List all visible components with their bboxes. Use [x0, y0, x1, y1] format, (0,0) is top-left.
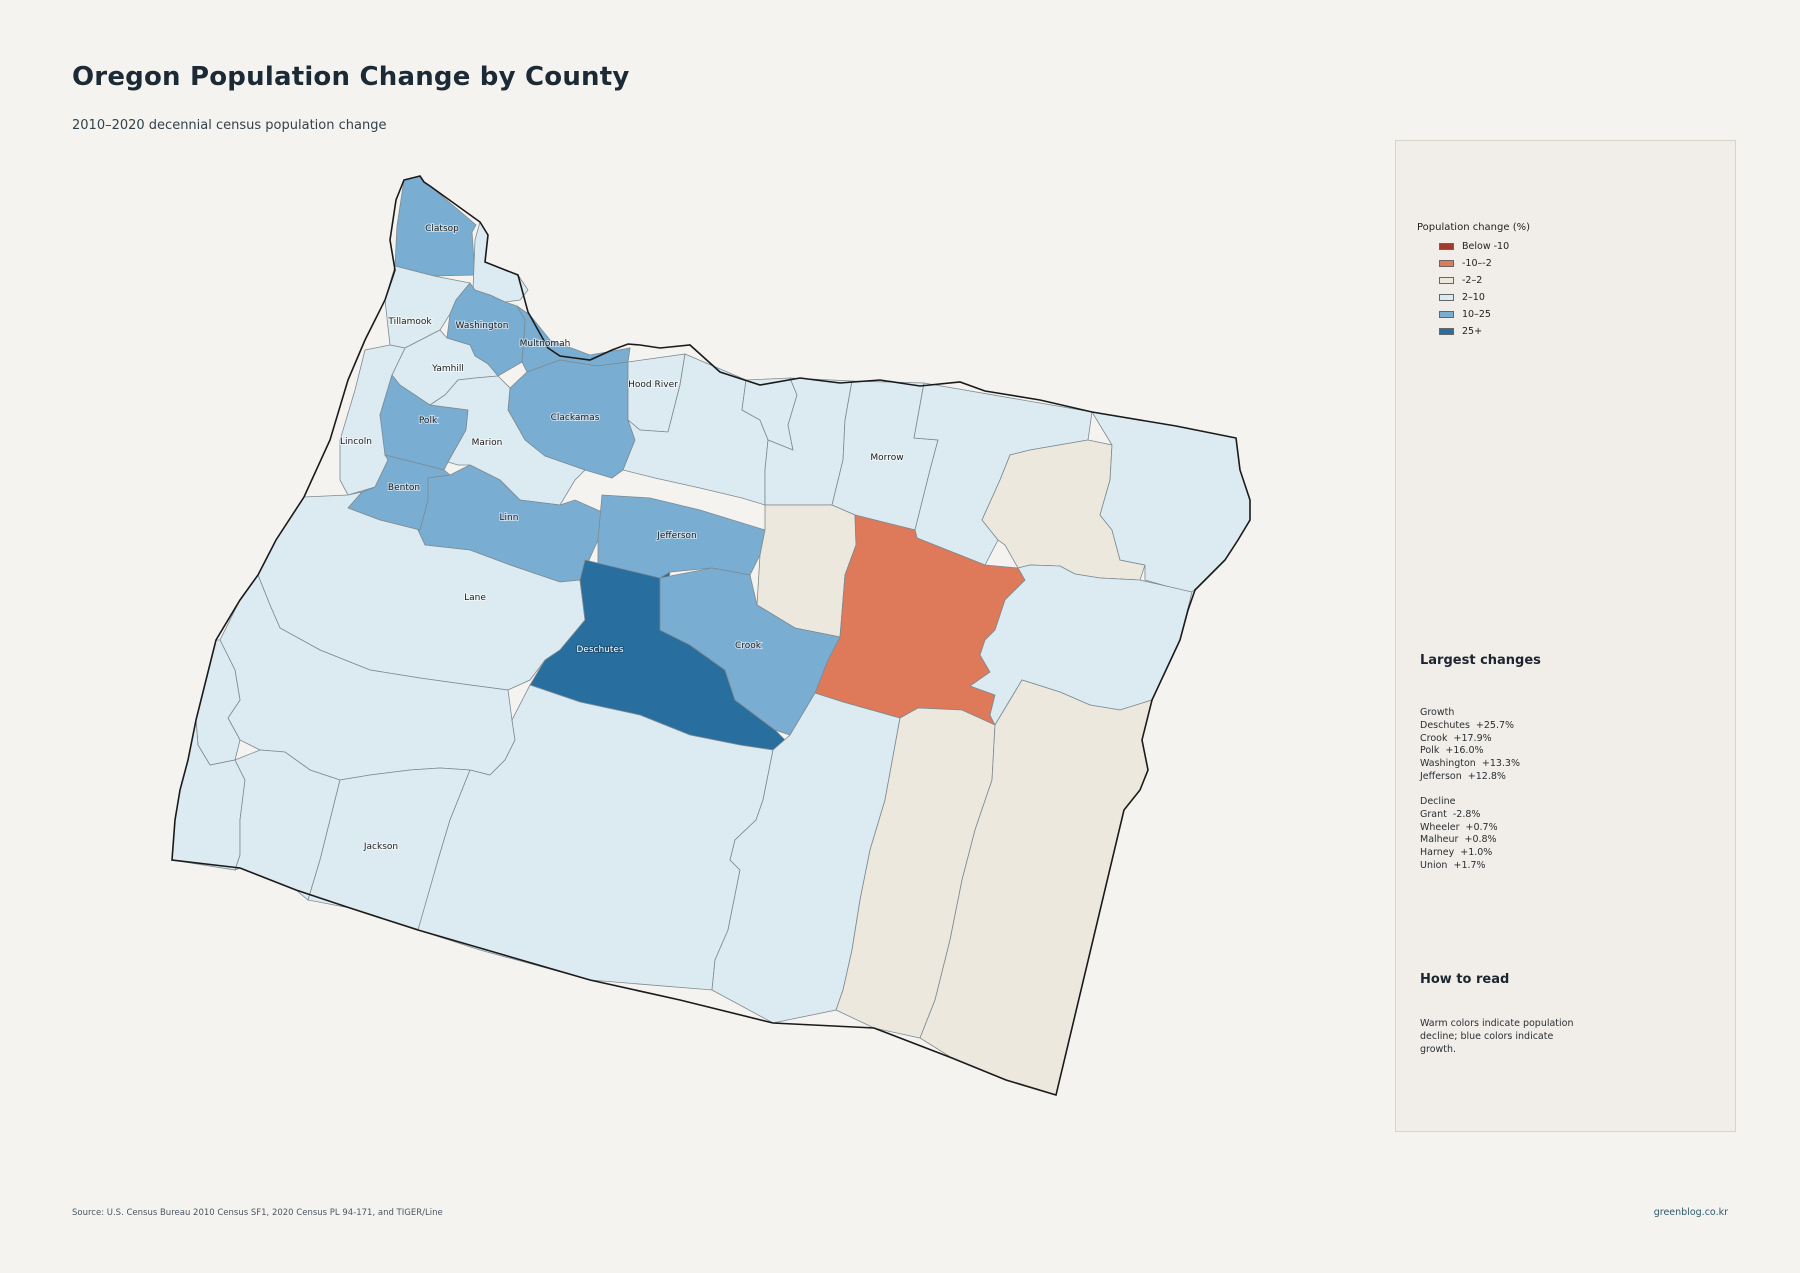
site-credit[interactable]: greenblog.co.kr — [1653, 1207, 1728, 1218]
legend-label: 2–10 — [1462, 292, 1485, 303]
county-label-yamhill: Yamhill — [431, 364, 464, 374]
legend-label: Below -10 — [1462, 241, 1510, 252]
source-note: Source: U.S. Census Bureau 2010 Census S… — [72, 1208, 443, 1218]
growth-item: Polk +16.0% — [1420, 745, 1484, 757]
county-label-hood-river: Hood River — [628, 380, 678, 390]
legend-swatch — [1439, 294, 1454, 301]
legend-title: Population change (%) — [1417, 222, 1531, 233]
county-label-linn: Linn — [500, 513, 519, 523]
county-label-benton: Benton — [388, 483, 420, 493]
decline-item: Malheur +0.8% — [1420, 834, 1497, 846]
decline-item: Grant -2.8% — [1420, 808, 1481, 820]
legend-label: -2–2 — [1462, 275, 1483, 286]
growth-item: Crook +17.9% — [1420, 732, 1492, 744]
county-label-deschutes: Deschutes — [576, 645, 624, 655]
how-to-read-text: Warm colors indicate population decline;… — [1420, 1018, 1574, 1056]
county-label-lane: Lane — [464, 593, 486, 603]
how-to-read-line: decline; blue colors indicate — [1420, 1030, 1554, 1042]
county-label-marion: Marion — [472, 438, 503, 448]
county-label-crook: Crook — [735, 641, 762, 651]
largest-changes-heading: Largest changes — [1420, 653, 1541, 668]
county-tillamook[interactable] — [384, 265, 471, 349]
county-label-clackamas: Clackamas — [551, 413, 600, 423]
decline-item: Union +1.7% — [1420, 859, 1486, 871]
growth-list: Growth Deschutes +25.7% Crook +17.9% Pol… — [1420, 707, 1520, 784]
county-label-polk: Polk — [419, 416, 438, 426]
legend: Population change (%) Below -10 -10–-2 -2–… — [1417, 222, 1530, 340]
legend-label: -10–-2 — [1462, 258, 1492, 269]
legend-swatch — [1439, 260, 1454, 267]
page-subtitle: 2010–2020 decennial census population ch… — [72, 118, 387, 133]
county-label-multnomah: Multnomah — [520, 339, 571, 349]
county-label-tillamook: Tillamook — [387, 317, 432, 327]
page-title: Oregon Population Change by County — [72, 62, 630, 92]
legend-item: 2–10 — [1417, 289, 1530, 306]
county-marion[interactable] — [428, 375, 586, 506]
legend-swatch — [1439, 277, 1454, 284]
county-lincoln[interactable] — [339, 344, 406, 496]
legend-label: 25+ — [1462, 326, 1483, 337]
county-washington[interactable] — [446, 282, 526, 377]
decline-list: Decline Grant -2.8% Wheeler +0.7% Malheu… — [1420, 796, 1498, 873]
how-to-read-heading: How to read — [1420, 972, 1510, 987]
legend-swatch — [1439, 311, 1454, 318]
side-panel: Population change (%) Below -10 -10–-2 -2–… — [1395, 140, 1736, 1132]
decline-item: Wheeler +0.7% — [1420, 821, 1498, 833]
county-columbia[interactable] — [472, 221, 529, 303]
legend-item: 25+ — [1417, 323, 1530, 340]
legend-item: Below -10 — [1417, 238, 1530, 255]
county-label-clatsop: Clatsop — [425, 224, 459, 234]
legend-item: -2–2 — [1417, 272, 1530, 289]
decline-item: Harney +1.0% — [1420, 847, 1493, 859]
decline-heading: Decline — [1420, 796, 1456, 807]
county-label-lincoln: Lincoln — [340, 437, 372, 447]
county-label-jackson: Jackson — [363, 842, 398, 852]
legend-label: 10–25 — [1462, 309, 1491, 320]
legend-item: 10–25 — [1417, 306, 1530, 323]
how-to-read-line: Warm colors indicate population — [1420, 1018, 1574, 1029]
growth-item: Jefferson +12.8% — [1420, 770, 1506, 782]
county-label-morrow: Morrow — [870, 453, 903, 463]
growth-item: Washington +13.3% — [1420, 758, 1521, 770]
growth-heading: Growth — [1420, 707, 1455, 718]
state-outline — [171, 175, 1251, 1097]
growth-item: Deschutes +25.7% — [1420, 719, 1515, 731]
legend-swatch — [1439, 328, 1454, 335]
how-to-read-line: growth. — [1420, 1043, 1457, 1055]
county-label-washington: Washington — [456, 321, 509, 331]
county-label-jefferson: Jefferson — [656, 531, 697, 541]
legend-swatch — [1439, 243, 1454, 250]
legend-item: -10–-2 — [1417, 255, 1530, 272]
